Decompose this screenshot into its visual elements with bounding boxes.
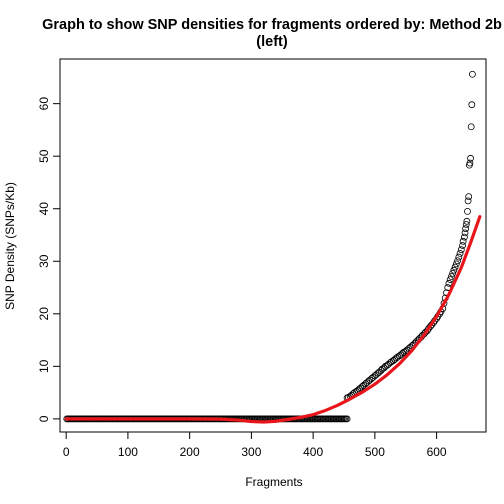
- data-point: [460, 233, 468, 241]
- data-point: [468, 101, 476, 109]
- data-point: [449, 269, 457, 277]
- data-point: [464, 197, 472, 205]
- x-tick-label: 500: [365, 445, 385, 459]
- data-point: [459, 242, 466, 249]
- y-axis-label: SNP Density (SNPs/Kb): [3, 182, 17, 310]
- x-tick-label: 100: [118, 445, 138, 459]
- data-points: [63, 70, 476, 423]
- data-point: [454, 257, 462, 265]
- y-axis: 0 10 20 30 40 50 60: [37, 97, 60, 422]
- data-point: [466, 159, 474, 167]
- x-tick-label: 200: [180, 445, 200, 459]
- data-point: [451, 263, 459, 271]
- x-axis: 0 100 200 300 400 500 600: [63, 432, 447, 459]
- y-tick-label: 40: [37, 202, 51, 216]
- x-tick-label: 300: [241, 445, 261, 459]
- y-tick-label: 60: [37, 97, 51, 111]
- chart-title-line2: (left): [256, 34, 288, 50]
- data-point: [469, 70, 476, 78]
- y-tick-label: 30: [37, 254, 51, 268]
- data-point: [459, 237, 467, 245]
- trend-line-layer: [64, 215, 482, 424]
- data-point: [462, 225, 470, 233]
- data-point: [456, 249, 464, 257]
- x-axis-label: Fragments: [245, 475, 302, 489]
- data-point: [462, 221, 470, 228]
- data-point: [467, 123, 475, 131]
- data-point: [450, 266, 458, 274]
- data-point: [465, 193, 473, 201]
- data-point: [467, 154, 474, 162]
- data-point: [461, 229, 469, 237]
- data-point: [455, 253, 463, 261]
- y-tick-label: 10: [37, 359, 51, 373]
- trend-line: [64, 215, 482, 424]
- data-point: [452, 260, 460, 268]
- data-point: [464, 207, 471, 215]
- plot-frame: [59, 58, 487, 433]
- data-point: [446, 276, 454, 284]
- data-point: [457, 246, 465, 254]
- data-point: [463, 217, 471, 225]
- data-point: [343, 415, 351, 423]
- chart-title-line1: Graph to show SNP densities for fragment…: [42, 17, 502, 33]
- y-tick-label: 50: [37, 149, 51, 163]
- data-point: [445, 279, 453, 287]
- x-tick-label: 0: [63, 445, 70, 459]
- y-tick-label: 20: [37, 307, 51, 321]
- x-tick-label: 400: [303, 445, 323, 459]
- y-tick-label: 0: [37, 415, 51, 422]
- data-point: [448, 273, 455, 280]
- x-tick-label: 600: [427, 445, 447, 459]
